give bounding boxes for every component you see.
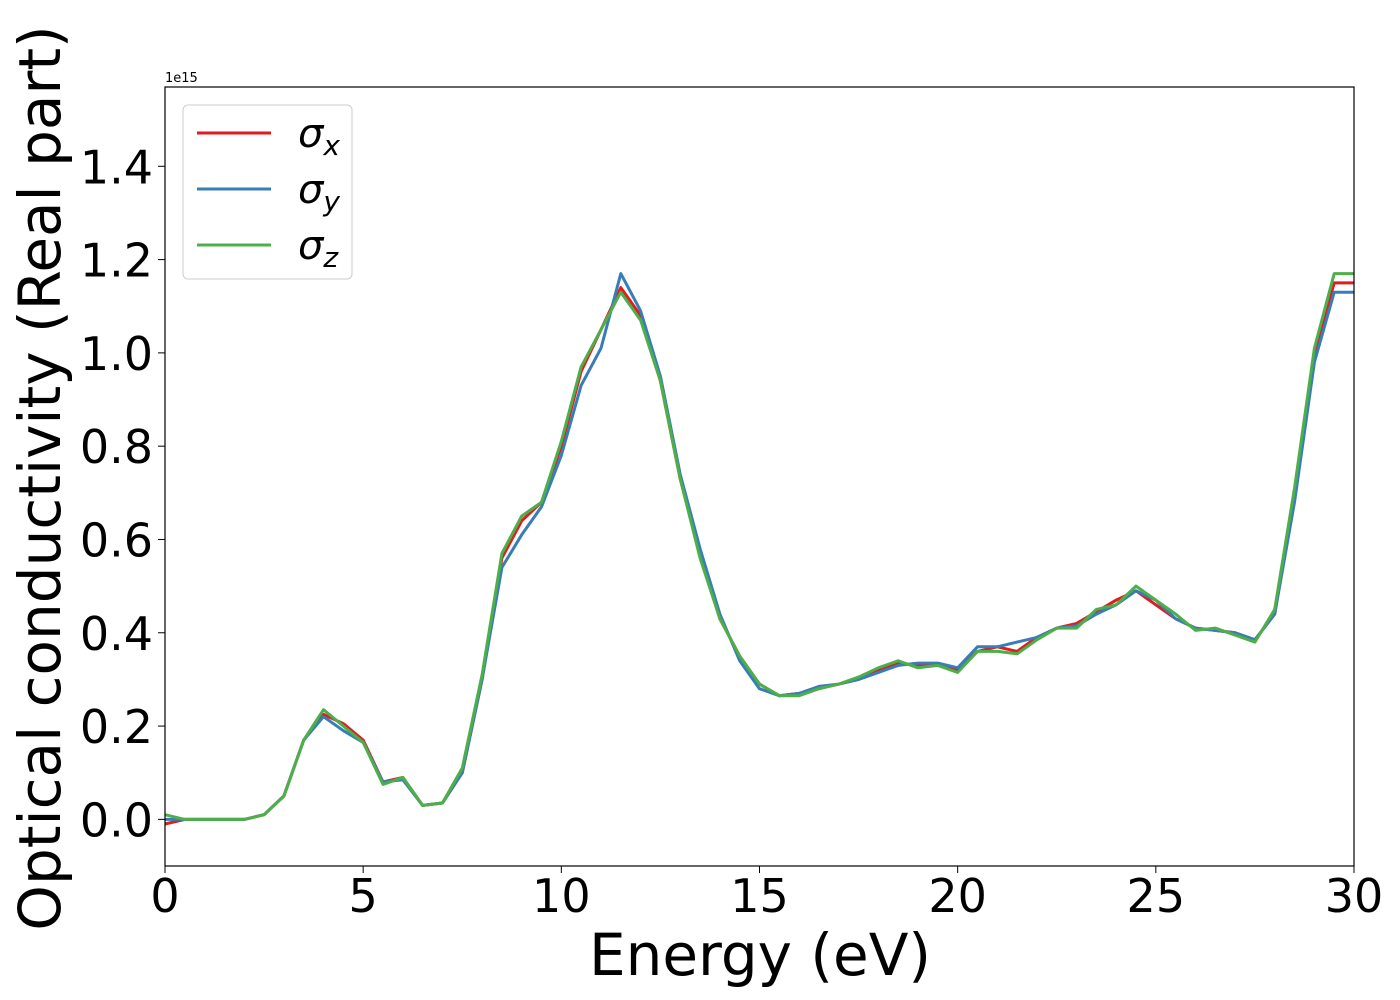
plot-frame (164, 86, 1355, 867)
legend-label: σz (298, 223, 339, 274)
y-tick-label: 0.4 (80, 607, 153, 661)
y-tick-label: 1.0 (80, 327, 153, 381)
data-line (164, 281, 1354, 826)
y-tick-label: 1.4 (80, 140, 153, 194)
y-tick-label: 1.2 (80, 234, 153, 288)
data-line (165, 272, 1354, 821)
x-tick-label: 15 (730, 869, 789, 923)
data-line (164, 272, 1354, 821)
x-tick-label: 30 (1325, 869, 1384, 923)
y-tick-label: 0.0 (80, 793, 153, 847)
y-axis-label: Optical conductivity (Real part) (6, 25, 74, 930)
x-tick-label: 10 (532, 869, 591, 923)
y-tick-label: 0.8 (80, 420, 153, 474)
legend-label: σy (298, 167, 340, 218)
x-axis-label: Energy (eV) (589, 921, 931, 989)
x-tick-label: 0 (150, 869, 179, 923)
y-offset-label: 1e15 (165, 71, 198, 86)
x-tick-label: 20 (928, 869, 987, 923)
x-tick-label: 5 (349, 869, 378, 923)
legend-label: σx (298, 111, 340, 162)
x-tick-label: 25 (1127, 869, 1186, 923)
y-tick-label: 0.2 (80, 700, 153, 754)
y-tick-label: 0.6 (80, 513, 153, 567)
legend-box (182, 104, 353, 280)
